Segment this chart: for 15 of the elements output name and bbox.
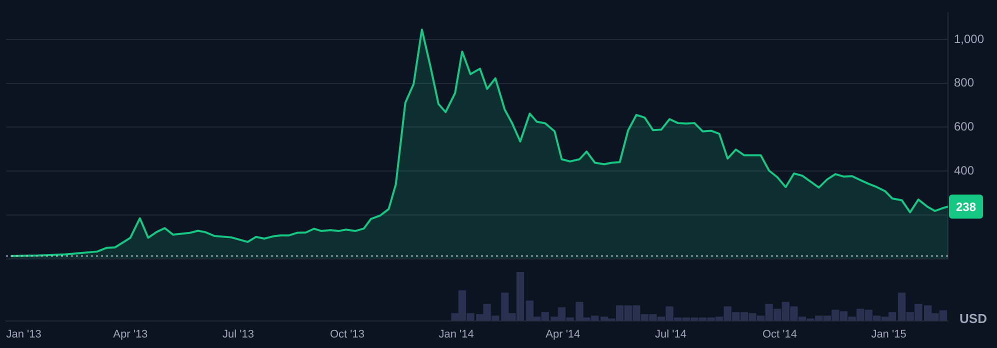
text: 238 — [956, 200, 976, 214]
y-tick-label: 400 — [954, 163, 974, 178]
x-tick-label: Apr '14 — [546, 328, 580, 340]
x-tick-label: Jan '14 — [438, 328, 474, 340]
x-tick-label: Jul '13 — [222, 328, 254, 340]
y-tick-label: 800 — [954, 76, 974, 90]
x-tick-label: Jan '15 — [871, 328, 906, 340]
x-tick-label: Jul '14 — [655, 328, 686, 340]
x-tick-label: Jan '13 — [6, 328, 42, 340]
x-tick-label: Apr '13 — [113, 328, 148, 340]
y-axis-title: USD — [960, 311, 987, 326]
y-tick-label: 1,000 — [954, 32, 984, 46]
x-tick-label: Oct '14 — [762, 328, 797, 340]
x-tick-label: Oct '13 — [330, 328, 365, 340]
y-tick-label: 600 — [954, 120, 974, 134]
